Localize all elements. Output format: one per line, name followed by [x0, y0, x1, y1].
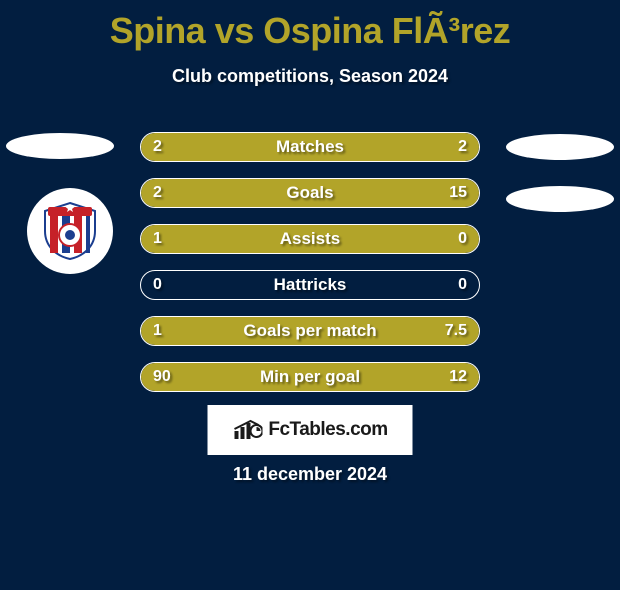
- stat-row: 2Goals15: [140, 178, 480, 208]
- stat-label: Matches: [141, 133, 479, 161]
- page-title: Spina vs Ospina FlÃ³rez: [0, 10, 620, 52]
- stat-row: 1Assists0: [140, 224, 480, 254]
- stat-row: 2Matches2: [140, 132, 480, 162]
- player-left-avatar-placeholder: [6, 133, 114, 159]
- stat-row: 90Min per goal12: [140, 362, 480, 392]
- stat-value-right: 15: [437, 179, 479, 207]
- stat-label: Goals: [141, 179, 479, 207]
- stat-value-right: 7.5: [433, 317, 479, 345]
- stat-value-right: 0: [446, 271, 479, 299]
- stat-value-right: 12: [437, 363, 479, 391]
- stat-label: Min per goal: [141, 363, 479, 391]
- player-right-avatar-placeholder: [506, 134, 614, 160]
- stat-value-right: 0: [446, 225, 479, 253]
- date-text: 11 december 2024: [0, 464, 620, 485]
- stat-label: Assists: [141, 225, 479, 253]
- player-right-avatar-placeholder-2: [506, 186, 614, 212]
- site-footer-logo: FcTables.com: [208, 405, 413, 455]
- stat-row: 0Hattricks0: [140, 270, 480, 300]
- site-name: FcTables.com: [268, 419, 387, 441]
- stat-value-right: 2: [446, 133, 479, 161]
- team-logo-left: [27, 188, 113, 274]
- stat-row: 1Goals per match7.5: [140, 316, 480, 346]
- stat-label: Hattricks: [141, 271, 479, 299]
- stats-bars: 2Matches22Goals151Assists00Hattricks01Go…: [140, 132, 480, 408]
- chart-icon: [232, 419, 262, 441]
- stat-label: Goals per match: [141, 317, 479, 345]
- shield-icon: [40, 201, 100, 261]
- page-subtitle: Club competitions, Season 2024: [0, 66, 620, 87]
